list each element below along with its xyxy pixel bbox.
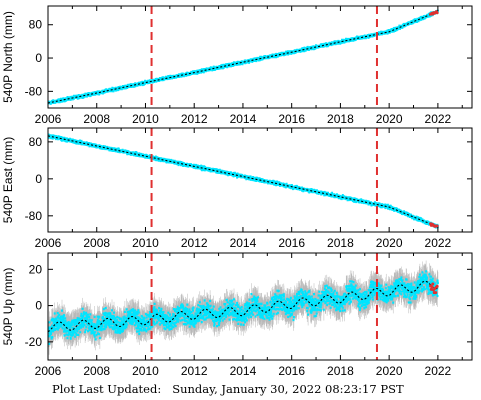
- x-tick-label: 2018: [327, 112, 354, 126]
- gps-data-points: [48, 133, 439, 229]
- x-tick-label: 2010: [132, 112, 159, 126]
- x-tick-label: 2008: [83, 364, 110, 378]
- recent-data-point: [435, 224, 439, 228]
- gps-data-points: [48, 9, 439, 105]
- x-tick-label: 2022: [425, 364, 452, 378]
- x-tick-label: 2010: [132, 364, 159, 378]
- panel-1: 2006 2008 2010 2012 2014 2016 2018 2020 2022 -80 0…: [1, 5, 473, 126]
- x-tick-label: 2018: [327, 236, 354, 250]
- footer-timestamp: Sunday, January 30, 2022 08:23:17 PST: [172, 382, 404, 396]
- x-tick-label: 2006: [35, 236, 62, 250]
- y-axis-label: 540P Up (mm): [1, 268, 15, 346]
- recent-data-point: [430, 285, 434, 289]
- x-tick-label: 2012: [181, 364, 208, 378]
- footer-label: Plot Last Updated:: [52, 382, 162, 396]
- model-fit-line: [48, 280, 439, 333]
- y-tick-label: 0: [35, 172, 42, 186]
- x-tick-label: 2022: [425, 236, 452, 250]
- x-tick-label: 2008: [83, 236, 110, 250]
- x-tick-label: 2012: [181, 112, 208, 126]
- x-tick-label: 2020: [376, 236, 403, 250]
- x-tick-label: 2014: [230, 364, 257, 378]
- y-axis-label: 540P North (mm): [1, 11, 15, 103]
- model-fit-line: [48, 10, 439, 104]
- panel-2: 2006 2008 2010 2012 2014 2016 2018 2020 2022 -80 0…: [1, 127, 473, 250]
- x-tick-label: 2014: [230, 236, 257, 250]
- x-tick-label: 2012: [181, 236, 208, 250]
- plot-frame: [47, 252, 473, 361]
- x-tick-label: 2006: [35, 364, 62, 378]
- data-area: [48, 133, 439, 229]
- y-tick-label: 20: [29, 262, 43, 276]
- x-tick-label: 2022: [425, 112, 452, 126]
- y-tick-label: 0: [35, 51, 42, 65]
- plot-frame: [47, 5, 473, 109]
- data-area: [48, 260, 439, 355]
- x-tick-label: 2016: [278, 236, 305, 250]
- y-axis-label: 540P East (mm): [1, 137, 15, 223]
- y-tick-label: 0: [35, 299, 42, 313]
- y-tick-label: 80: [29, 135, 43, 149]
- plot-frame: [47, 127, 473, 233]
- x-tick-label: 2020: [376, 364, 403, 378]
- model-fit-line: [48, 135, 439, 228]
- x-tick-label: 2006: [35, 112, 62, 126]
- x-tick-label: 2020: [376, 112, 403, 126]
- panel-3: 2006 2008 2010 2012 2014 2016 2018 2020 2022 -20 0…: [1, 252, 473, 378]
- x-tick-label: 2016: [278, 364, 305, 378]
- data-area: [48, 9, 439, 105]
- x-tick-label: 2016: [278, 112, 305, 126]
- plot-updated-footer: Plot Last Updated: Sunday, January 30, 2…: [52, 382, 404, 396]
- recent-data-point: [434, 291, 438, 295]
- x-tick-label: 2008: [83, 112, 110, 126]
- x-tick-label: 2018: [327, 364, 354, 378]
- y-tick-label: 80: [29, 18, 43, 32]
- x-tick-label: 2014: [230, 112, 257, 126]
- y-tick-label: -20: [25, 335, 43, 349]
- recent-data-point: [431, 282, 435, 286]
- y-tick-label: -80: [25, 84, 43, 98]
- x-tick-label: 2010: [132, 236, 159, 250]
- y-tick-label: -80: [25, 209, 43, 223]
- recent-data-point: [435, 284, 439, 288]
- recent-data-point: [435, 11, 439, 15]
